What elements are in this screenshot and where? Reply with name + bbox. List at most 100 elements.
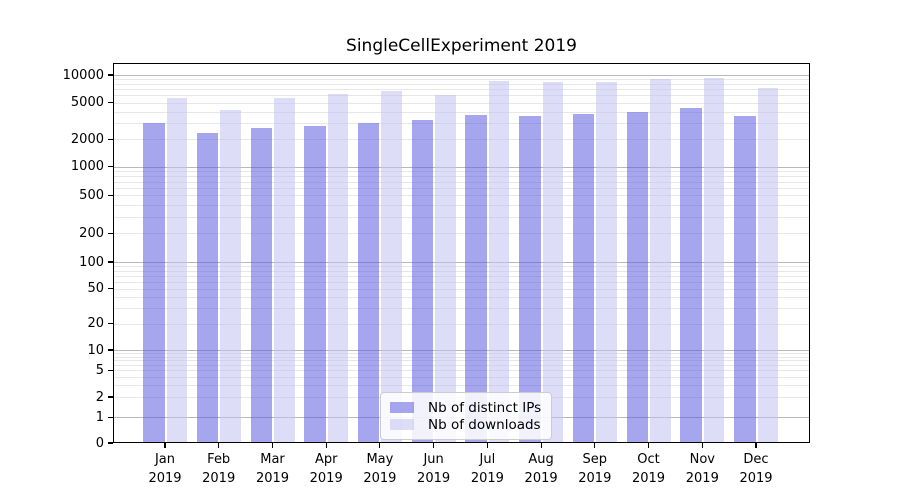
- bar-downloads-may: [381, 90, 402, 443]
- legend-item-distinct-ips: Nb of distinct IPs: [390, 399, 541, 416]
- minor-gridline: [114, 111, 810, 113]
- bar-distinct-ips-may: [357, 122, 380, 443]
- y-tick: [108, 261, 113, 263]
- y-tick-label: 1: [95, 409, 104, 425]
- bar-distinct-ips-jun: [411, 120, 434, 443]
- x-tick-label: Dec 2019: [739, 452, 773, 486]
- bar-distinct-ips-apr: [304, 125, 326, 443]
- x-tick-label: Jul 2019: [470, 452, 504, 486]
- y-tick: [108, 442, 113, 444]
- y-tick: [108, 194, 113, 196]
- bar-downloads-dec: [757, 88, 778, 443]
- chart-title: SingleCellExperiment 2019: [346, 36, 577, 56]
- y-tick-label: 100: [79, 254, 104, 270]
- y-tick-label: 200: [79, 225, 104, 241]
- x-tick: [701, 443, 703, 448]
- y-tick-label: 10: [87, 342, 104, 358]
- minor-gridline: [114, 79, 810, 81]
- y-tick-label: 5: [95, 362, 104, 378]
- x-tick: [486, 443, 488, 448]
- bar-distinct-ips-oct: [626, 111, 648, 443]
- minor-gridline: [114, 308, 810, 309]
- y-tick-label: 50: [87, 281, 104, 296]
- x-tick: [164, 443, 166, 448]
- bar-downloads-mar: [274, 98, 295, 443]
- bar-distinct-ips-aug: [519, 115, 541, 443]
- minor-gridline: [114, 370, 810, 372]
- major-gridline: [114, 262, 810, 263]
- bar-distinct-ips-mar: [250, 127, 272, 443]
- x-tick: [755, 443, 757, 448]
- minor-gridline: [114, 376, 810, 378]
- x-tick: [594, 443, 596, 448]
- minor-gridline: [114, 364, 810, 366]
- minor-gridline: [114, 102, 810, 104]
- minor-gridline: [114, 275, 810, 277]
- minor-gridline: [114, 195, 810, 197]
- x-tick: [433, 443, 435, 448]
- minor-gridline: [114, 216, 810, 218]
- y-tick: [108, 287, 113, 290]
- minor-gridline: [114, 181, 810, 183]
- x-tick-label: Aug 2019: [524, 452, 558, 486]
- minor-gridline: [114, 297, 810, 298]
- x-tick-label: Oct 2019: [631, 452, 666, 486]
- y-tick-label: 2: [95, 389, 104, 405]
- y-tick-label: 1000: [70, 159, 104, 175]
- y-tick: [108, 138, 113, 140]
- y-tick: [108, 74, 113, 76]
- minor-gridline: [114, 204, 810, 206]
- y-tick: [108, 166, 113, 168]
- bar-downloads-nov: [703, 77, 725, 443]
- minor-gridline: [114, 360, 810, 362]
- minor-gridline: [114, 89, 810, 91]
- x-tick-label: Nov 2019: [685, 452, 719, 486]
- minor-gridline: [114, 356, 810, 358]
- bar-downloads-aug: [542, 81, 564, 443]
- bar-downloads-jul: [488, 80, 510, 443]
- bar-downloads-feb: [220, 110, 241, 443]
- x-tick-label: Mar 2019: [255, 452, 290, 486]
- y-tick: [108, 416, 113, 418]
- x-tick: [218, 443, 220, 448]
- y-tick: [108, 322, 113, 325]
- y-tick-label: 5000: [70, 95, 104, 111]
- x-tick-label: Sep 2019: [578, 452, 612, 486]
- minor-gridline: [114, 270, 810, 272]
- bar-downloads-jan: [166, 98, 187, 443]
- y-tick-label: 0: [95, 435, 104, 451]
- x-tick: [325, 443, 327, 448]
- minor-gridline: [114, 139, 810, 141]
- x-tick: [271, 443, 274, 448]
- minor-gridline: [114, 175, 810, 177]
- x-tick-label: Feb 2019: [202, 452, 236, 486]
- bar-downloads-jun: [435, 94, 456, 443]
- minor-gridline: [114, 281, 810, 283]
- minor-gridline: [114, 95, 810, 97]
- x-tick-label: Apr 2019: [309, 452, 343, 486]
- bar-distinct-ips-nov: [680, 108, 702, 443]
- y-tick-label: 500: [79, 187, 104, 203]
- bar-downloads-oct: [650, 79, 671, 443]
- major-gridline: [114, 350, 810, 351]
- bar-distinct-ips-feb: [196, 132, 219, 443]
- bar-distinct-ips-jan: [143, 122, 165, 443]
- minor-gridline: [114, 323, 810, 325]
- bar-distinct-ips-sep: [572, 113, 595, 443]
- y-tick: [108, 369, 113, 371]
- x-tick: [540, 443, 542, 448]
- legend-swatch-downloads: [390, 419, 414, 430]
- minor-gridline: [114, 171, 810, 173]
- y-tick-label: 20: [87, 316, 104, 331]
- bar-distinct-ips-jul: [465, 114, 487, 443]
- legend-label-downloads: Nb of downloads: [428, 416, 541, 433]
- legend: Nb of distinct IPs Nb of downloads: [380, 392, 553, 440]
- bar-downloads-apr: [327, 94, 349, 443]
- x-tick-label: Jan 2019: [148, 452, 182, 486]
- minor-gridline: [114, 187, 810, 189]
- minor-gridline: [114, 122, 810, 124]
- x-tick-label: Jun 2019: [417, 452, 451, 486]
- minor-gridline: [114, 266, 810, 267]
- y-tick: [108, 102, 113, 104]
